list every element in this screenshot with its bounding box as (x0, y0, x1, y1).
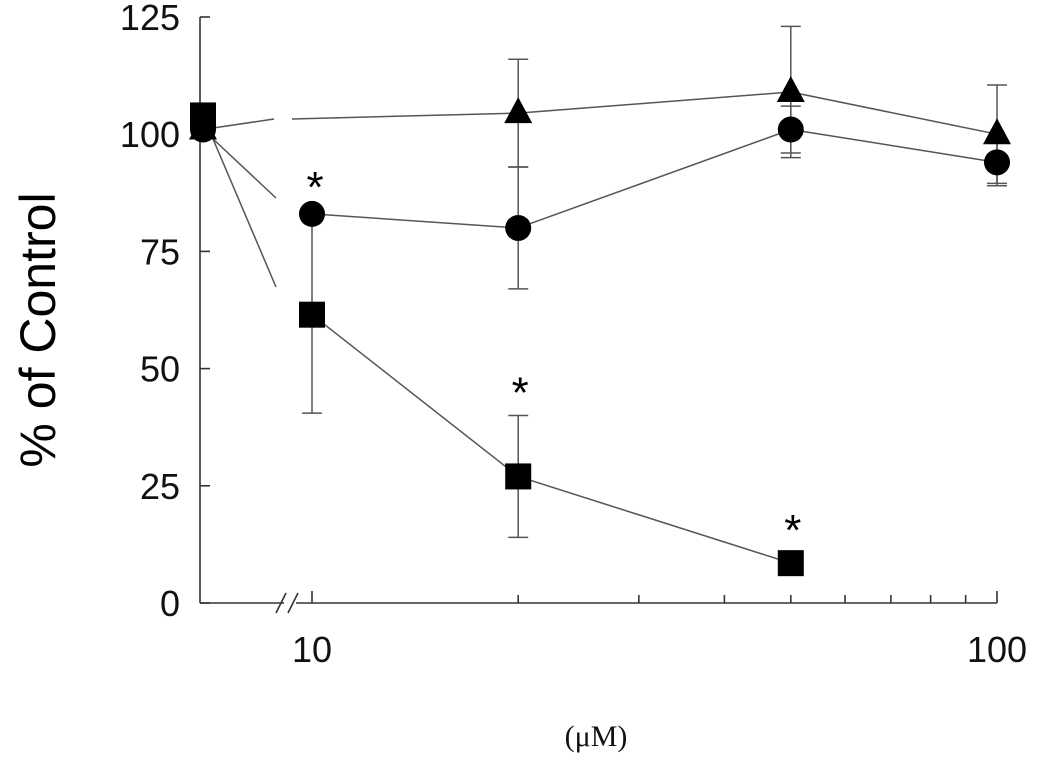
significance-star: * (512, 368, 529, 417)
y-tick-label: 0 (160, 583, 180, 624)
circle-marker (984, 149, 1010, 176)
square-marker (505, 463, 532, 490)
labels: % of Control (μM) (10, 192, 627, 753)
x-axis-label: (μM) (565, 720, 628, 753)
circle-marker (505, 214, 532, 241)
series-line-segment (517, 475, 792, 564)
x-tick-label: 100 (967, 629, 1027, 670)
circle-marker (777, 116, 804, 143)
square-marker (190, 102, 216, 129)
circle-marker (299, 200, 325, 227)
square-marker (777, 550, 804, 577)
series-line-segment (311, 314, 519, 478)
series-markers: * * * (189, 76, 1011, 577)
triangle-marker (983, 118, 1011, 145)
series-line-segment (517, 128, 792, 229)
series-line-segment (202, 115, 277, 288)
series-line-segment (202, 128, 277, 199)
series-line-segment (790, 91, 998, 135)
y-axis-label: % of Control (10, 192, 66, 467)
significance-star: * (306, 163, 323, 212)
y-tick-label: 75 (140, 231, 180, 272)
significance-star: * (784, 506, 801, 555)
y-tick-label: 25 (140, 466, 180, 507)
series-line-segment (790, 128, 998, 164)
series-line-segment (311, 213, 519, 229)
y-tick-label: 100 (120, 114, 180, 155)
axis-break-mark (287, 592, 299, 614)
y-tick-label: 125 (120, 0, 180, 38)
axis-break-mark (275, 592, 287, 614)
y-tick-label: 50 (140, 349, 180, 390)
triangle-marker (776, 76, 805, 103)
series-line-segment (518, 91, 791, 114)
ticks: 0 25 50 75 100 125 10 100 (120, 0, 1027, 670)
series-line-segment (291, 112, 519, 120)
series-lines (202, 91, 998, 564)
triangle-marker (504, 97, 533, 124)
square-marker (299, 301, 325, 328)
x-tick-label: 10 (292, 629, 332, 670)
